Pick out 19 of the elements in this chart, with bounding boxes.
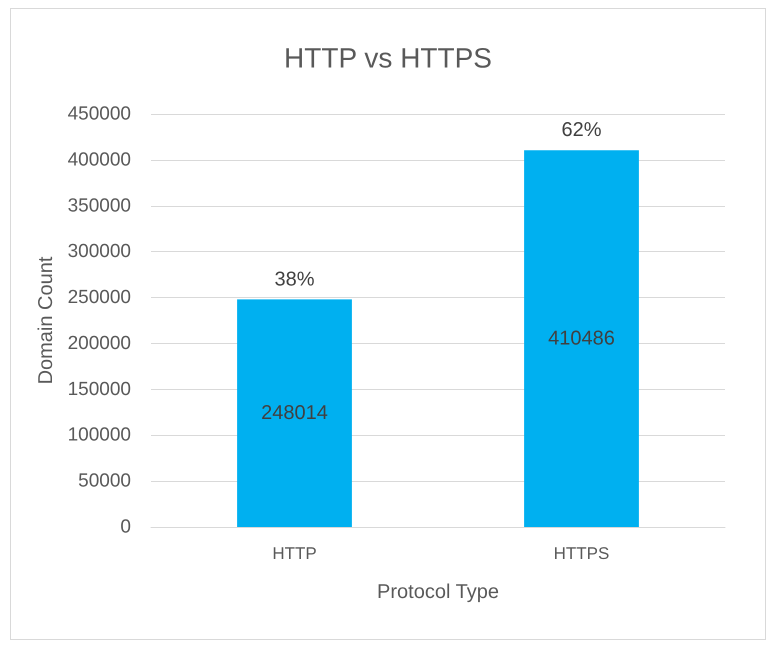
data-label: 410486 — [548, 328, 615, 350]
x-tick-label: HTTPS — [554, 544, 610, 563]
y-tick-label: 150000 — [68, 378, 131, 400]
y-tick-label: 400000 — [68, 149, 131, 170]
data-label: 248014 — [261, 402, 328, 424]
y-tick-label: 0 — [120, 516, 131, 538]
y-tick-label: 350000 — [68, 195, 131, 216]
y-tick-label: 200000 — [68, 332, 131, 354]
x-axis-title: Protocol Type — [377, 581, 499, 603]
data-label: 38% — [274, 268, 315, 290]
y-tick-label: 100000 — [68, 424, 131, 446]
x-tick-label: HTTP — [272, 544, 317, 563]
data-label: 62% — [561, 119, 602, 142]
y-tick-label: 450000 — [68, 104, 131, 124]
chart-title: HTTP vs HTTPS — [284, 42, 492, 74]
y-axis-title: Domain Count — [35, 256, 57, 384]
y-tick-label: 50000 — [78, 470, 131, 492]
y-tick-label: 250000 — [68, 287, 131, 308]
y-tick-label: 300000 — [68, 241, 131, 262]
